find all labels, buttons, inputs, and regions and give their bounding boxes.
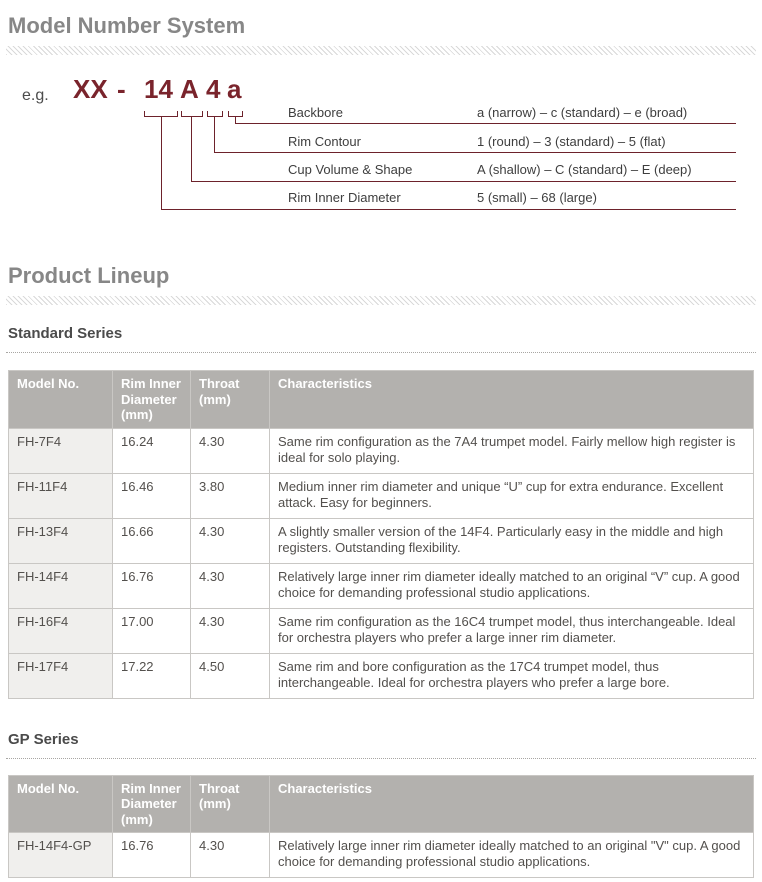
bracket-connector: [181, 111, 203, 117]
gp-series-table: Model No. Rim Inner Diameter (mm) Throat (…: [8, 774, 754, 878]
bracket-connector: [144, 111, 178, 117]
table-row: FH-14F4-GP 16.76 4.30 Relatively large inne…: [8, 832, 754, 878]
legend-underline: [191, 181, 736, 182]
model-code-segment-a: a: [227, 74, 242, 104]
cell-characteristics: Same rim and bore configuration as the 1…: [269, 652, 754, 699]
connector-line: [235, 117, 236, 123]
subsection-title-standard-series: Standard Series: [8, 325, 123, 342]
column-header: Rim Inner Diameter (mm): [112, 774, 191, 833]
column-header: Characteristics: [269, 774, 754, 833]
cell-rim-inner-diameter: 17.00: [112, 607, 191, 654]
legend-underline: [214, 152, 736, 153]
legend-label: Cup Volume & Shape: [288, 162, 413, 177]
model-number-diagram: e.g. XX - 14 A 4 a Backbore a (narrow) –…: [0, 55, 762, 215]
cell-model-no: FH-17F4: [8, 652, 113, 699]
section-title-model-number-system: Model Number System: [8, 13, 246, 38]
table-row: FH-7F4 16.24 4.30 Same rim configuration as…: [8, 427, 754, 474]
model-code-segment-dash: -: [117, 74, 126, 104]
model-code-segment-4: 4: [206, 74, 221, 104]
legend-underline: [235, 123, 736, 124]
subsection-title-gp-series: GP Series: [8, 730, 79, 748]
legend-label: Backbore: [288, 105, 343, 120]
cell-model-no: FH-13F4: [8, 517, 113, 564]
cell-model-no: FH-14F4: [8, 562, 113, 609]
cell-rim-inner-diameter: 16.76: [112, 832, 191, 878]
cell-throat: 4.50: [190, 652, 270, 699]
example-prefix: e.g.: [22, 87, 49, 104]
column-header: Model No.: [8, 370, 113, 429]
cell-throat: 4.30: [190, 607, 270, 654]
cell-characteristics: Relatively large inner rim diameter idea…: [269, 562, 754, 609]
model-code-segment-A: A: [180, 74, 199, 104]
column-header: Throat (mm): [190, 370, 270, 429]
legend-range: a (narrow) – c (standard) – e (broad): [477, 105, 688, 120]
cell-characteristics: Same rim configuration as the 7A4 trumpe…: [269, 427, 754, 474]
cell-rim-inner-diameter: 16.76: [112, 562, 191, 609]
table-row: FH-11F4 16.46 3.80 Medium inner rim diamete…: [8, 472, 754, 519]
dotted-divider: [6, 757, 756, 759]
table-row: FH-13F4 16.66 4.30 A slightly smaller versi…: [8, 517, 754, 564]
legend-row: Rim Inner Diameter 5 (small) – 68 (large…: [0, 190, 762, 206]
hatch-divider: [6, 296, 756, 305]
table-row: FH-14F4 16.76 4.30 Relatively large inner r…: [8, 562, 754, 609]
model-code-segment-14: 14: [144, 74, 173, 104]
table-row: FH-16F4 17.00 4.30 Same rim configuration a…: [8, 607, 754, 654]
connector-line: [214, 117, 215, 152]
cell-throat: 4.30: [190, 562, 270, 609]
bracket-connector: [228, 111, 243, 117]
cell-model-no: FH-14F4-GP: [8, 832, 113, 878]
cell-characteristics: A slightly smaller version of the 14F4. …: [269, 517, 754, 564]
cell-characteristics: Relatively large inner rim diameter idea…: [269, 832, 754, 878]
connector-line: [161, 117, 162, 209]
cell-throat: 4.30: [190, 832, 270, 878]
legend-underline: [161, 209, 736, 210]
cell-rim-inner-diameter: 17.22: [112, 652, 191, 699]
cell-throat: 3.80: [190, 472, 270, 519]
column-header: Model No.: [8, 774, 113, 833]
cell-rim-inner-diameter: 16.46: [112, 472, 191, 519]
cell-characteristics: Same rim configuration as the 16C4 trump…: [269, 607, 754, 654]
table-header-row: Model No. Rim Inner Diameter (mm) Throat (…: [8, 774, 754, 833]
section-title-product-lineup: Product Lineup: [8, 263, 170, 288]
table-row: FH-17F4 17.22 4.50 Same rim and bore config…: [8, 652, 754, 699]
cell-model-no: FH-11F4: [8, 472, 113, 519]
bracket-connector: [207, 111, 223, 117]
legend-range: 5 (small) – 68 (large): [477, 190, 597, 205]
legend-row: Backbore a (narrow) – c (standard) – e (…: [0, 105, 762, 121]
cell-characteristics: Medium inner rim diameter and unique “U”…: [269, 472, 754, 519]
hatch-divider: [6, 46, 756, 55]
column-header: Throat (mm): [190, 774, 270, 833]
legend-label: Rim Inner Diameter: [288, 190, 401, 205]
legend-row: Cup Volume & Shape A (shallow) – C (stan…: [0, 162, 762, 178]
legend-row: Rim Contour 1 (round) – 3 (standard) – 5…: [0, 134, 762, 150]
legend-range: 1 (round) – 3 (standard) – 5 (flat): [477, 134, 666, 149]
column-header: Characteristics: [269, 370, 754, 429]
column-header: Rim Inner Diameter (mm): [112, 370, 191, 429]
legend-label: Rim Contour: [288, 134, 361, 149]
legend-range: A (shallow) – C (standard) – E (deep): [477, 162, 692, 177]
model-code-segment-xx: XX: [73, 74, 108, 104]
connector-line: [191, 117, 192, 181]
standard-series-table: Model No. Rim Inner Diameter (mm) Throat (…: [8, 370, 754, 699]
table-header-row: Model No. Rim Inner Diameter (mm) Throat (…: [8, 370, 754, 429]
cell-model-no: FH-7F4: [8, 427, 113, 474]
cell-throat: 4.30: [190, 427, 270, 474]
cell-rim-inner-diameter: 16.24: [112, 427, 191, 474]
cell-throat: 4.30: [190, 517, 270, 564]
dotted-divider: [6, 352, 756, 353]
cell-rim-inner-diameter: 16.66: [112, 517, 191, 564]
cell-model-no: FH-16F4: [8, 607, 113, 654]
